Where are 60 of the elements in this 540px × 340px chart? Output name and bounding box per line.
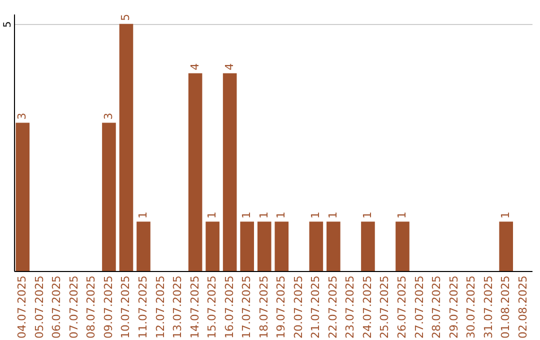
x-tick-label: 20.07.2025	[292, 276, 305, 338]
bar	[396, 222, 410, 271]
data-label: 1	[360, 212, 374, 219]
bar	[361, 222, 375, 271]
x-tick-label: 16.07.2025	[222, 276, 236, 338]
x-tick-label: 04.07.2025	[16, 276, 29, 338]
x-tick-label: 08.07.2025	[84, 276, 98, 338]
x-tick-label: 11.07.2025	[136, 276, 150, 338]
bar	[240, 222, 254, 271]
x-tick-label: 25.07.2025	[378, 276, 392, 338]
x-tick-label: 23.07.2025	[344, 276, 357, 338]
bar	[222, 73, 237, 271]
x-tick-label: 21.07.2025	[309, 276, 322, 338]
bar	[188, 73, 202, 271]
data-label: 1	[499, 212, 512, 219]
bar	[119, 24, 134, 271]
bar	[206, 222, 220, 271]
data-label: 5	[119, 14, 132, 21]
x-tick-label: 09.07.2025	[102, 276, 115, 338]
bar	[257, 222, 272, 271]
data-label: 4	[188, 63, 202, 70]
x-tick-label: 22.07.2025	[326, 276, 340, 338]
data-label: 1	[309, 212, 322, 219]
x-tick-label: 30.07.2025	[464, 276, 478, 338]
data-label: 1	[326, 212, 340, 219]
data-label: 1	[257, 212, 270, 219]
x-tick-label: 27.07.2025	[412, 276, 426, 338]
x-tick-label: 01.08.2025	[499, 276, 512, 338]
x-tick-label: 31.07.2025	[482, 276, 495, 338]
x-tick-label: 02.08.2025	[516, 276, 530, 338]
bar	[274, 222, 289, 271]
data-label: 1	[240, 212, 254, 219]
x-tick-label: 17.07.2025	[240, 276, 254, 338]
bar	[326, 222, 340, 271]
bar	[136, 222, 150, 271]
x-tick-label: 14.07.2025	[188, 276, 202, 338]
x-tick-label: 12.07.2025	[154, 276, 167, 338]
x-tick-label: 05.07.2025	[32, 276, 46, 338]
data-label: 3	[102, 112, 115, 120]
x-tick-label: 26.07.2025	[396, 276, 408, 338]
x-tick-label: 13.07.2025	[171, 276, 184, 338]
bar	[102, 122, 116, 271]
data-label: 1	[396, 212, 408, 219]
x-tick-label: 15.07.2025	[206, 276, 219, 338]
x-tick-label: 07.07.2025	[67, 276, 80, 338]
x-tick-label: 10.07.2025	[119, 276, 132, 338]
x-tick-label: 24.07.2025	[360, 276, 374, 338]
x-tick-label: 29.07.2025	[447, 276, 460, 338]
data-label: 1	[274, 212, 288, 219]
data-label: 4	[222, 63, 236, 70]
data-label: 1	[206, 212, 219, 219]
x-tick-label: 28.07.2025	[430, 276, 444, 338]
x-tick-label: 18.07.2025	[257, 276, 270, 338]
x-tick-label: 19.07.2025	[274, 276, 288, 338]
data-label: 1	[136, 212, 150, 219]
bar	[309, 222, 324, 271]
x-tick-label: 06.07.2025	[50, 276, 64, 338]
data-label: 3	[16, 112, 29, 120]
bar	[499, 222, 514, 271]
bar	[16, 122, 30, 271]
